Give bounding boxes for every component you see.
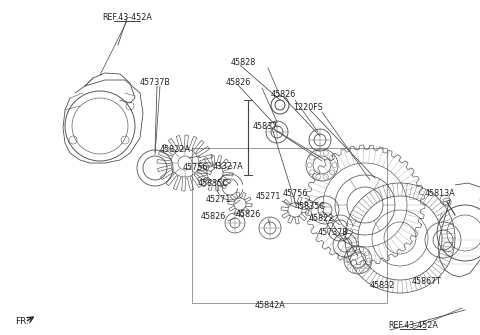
Text: REF.43-452A: REF.43-452A xyxy=(102,12,152,21)
Text: 45826: 45826 xyxy=(270,89,296,98)
Text: 45756: 45756 xyxy=(182,162,208,172)
Text: 1220FS: 1220FS xyxy=(293,103,323,112)
Text: 45737B: 45737B xyxy=(140,77,170,86)
Text: 45826: 45826 xyxy=(200,211,226,220)
Text: 45822A: 45822A xyxy=(159,144,191,153)
Text: 45822: 45822 xyxy=(308,213,334,222)
Text: 45842A: 45842A xyxy=(254,300,286,310)
Text: 45867T: 45867T xyxy=(412,276,442,285)
Text: 45832: 45832 xyxy=(370,280,395,289)
Text: 43327A: 43327A xyxy=(213,161,243,171)
Text: 45737B: 45737B xyxy=(318,227,348,237)
Text: 45837: 45837 xyxy=(252,122,277,131)
Text: REF.43-452A: REF.43-452A xyxy=(388,321,438,330)
Text: 45828: 45828 xyxy=(230,58,256,67)
Text: 45835C: 45835C xyxy=(198,179,228,188)
Text: 45271: 45271 xyxy=(205,195,231,203)
Text: 45826: 45826 xyxy=(235,209,261,218)
Text: 45826: 45826 xyxy=(226,77,251,86)
Text: 45756: 45756 xyxy=(282,189,308,198)
Text: 45813A: 45813A xyxy=(425,189,456,198)
Text: 45271: 45271 xyxy=(255,192,281,201)
Text: FR.: FR. xyxy=(15,318,29,327)
Text: 45835C: 45835C xyxy=(295,201,325,210)
Bar xyxy=(192,148,387,303)
